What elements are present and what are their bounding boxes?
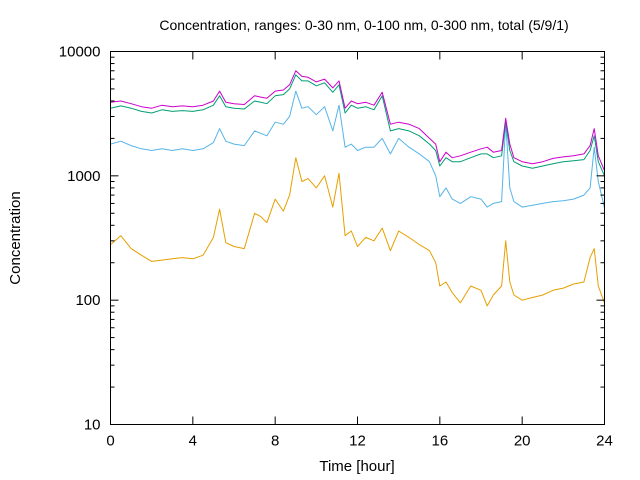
x-tick-label: 8 — [271, 433, 279, 450]
y-tick-label: 10 — [84, 417, 101, 434]
x-tick-label: 4 — [189, 433, 197, 450]
y-tick-label: 100 — [75, 292, 100, 309]
y-tick-label: 10000 — [59, 44, 101, 61]
y-axis-label: Concentration — [7, 191, 24, 284]
chart-title: Concentration, ranges: 0-30 nm, 0-100 nm… — [159, 17, 568, 33]
x-tick-label: 20 — [514, 433, 531, 450]
plot-frame — [110, 51, 605, 425]
plot-lines — [110, 70, 605, 307]
x-tick-label: 24 — [596, 433, 613, 450]
series-line-1 — [110, 157, 605, 307]
x-axis-label: Time [hour] — [319, 458, 394, 475]
axis-ticks: 0 4 8 12 16 20 24 10 100 1000 10000 — [59, 44, 613, 450]
series-line-2 — [110, 90, 605, 209]
series-line-3 — [110, 74, 605, 177]
x-tick-label: 12 — [349, 433, 366, 450]
series-line-4 — [110, 70, 605, 171]
x-tick-label: 16 — [431, 433, 448, 450]
y-tick-label: 1000 — [67, 168, 100, 185]
x-tick-label: 0 — [106, 433, 114, 450]
